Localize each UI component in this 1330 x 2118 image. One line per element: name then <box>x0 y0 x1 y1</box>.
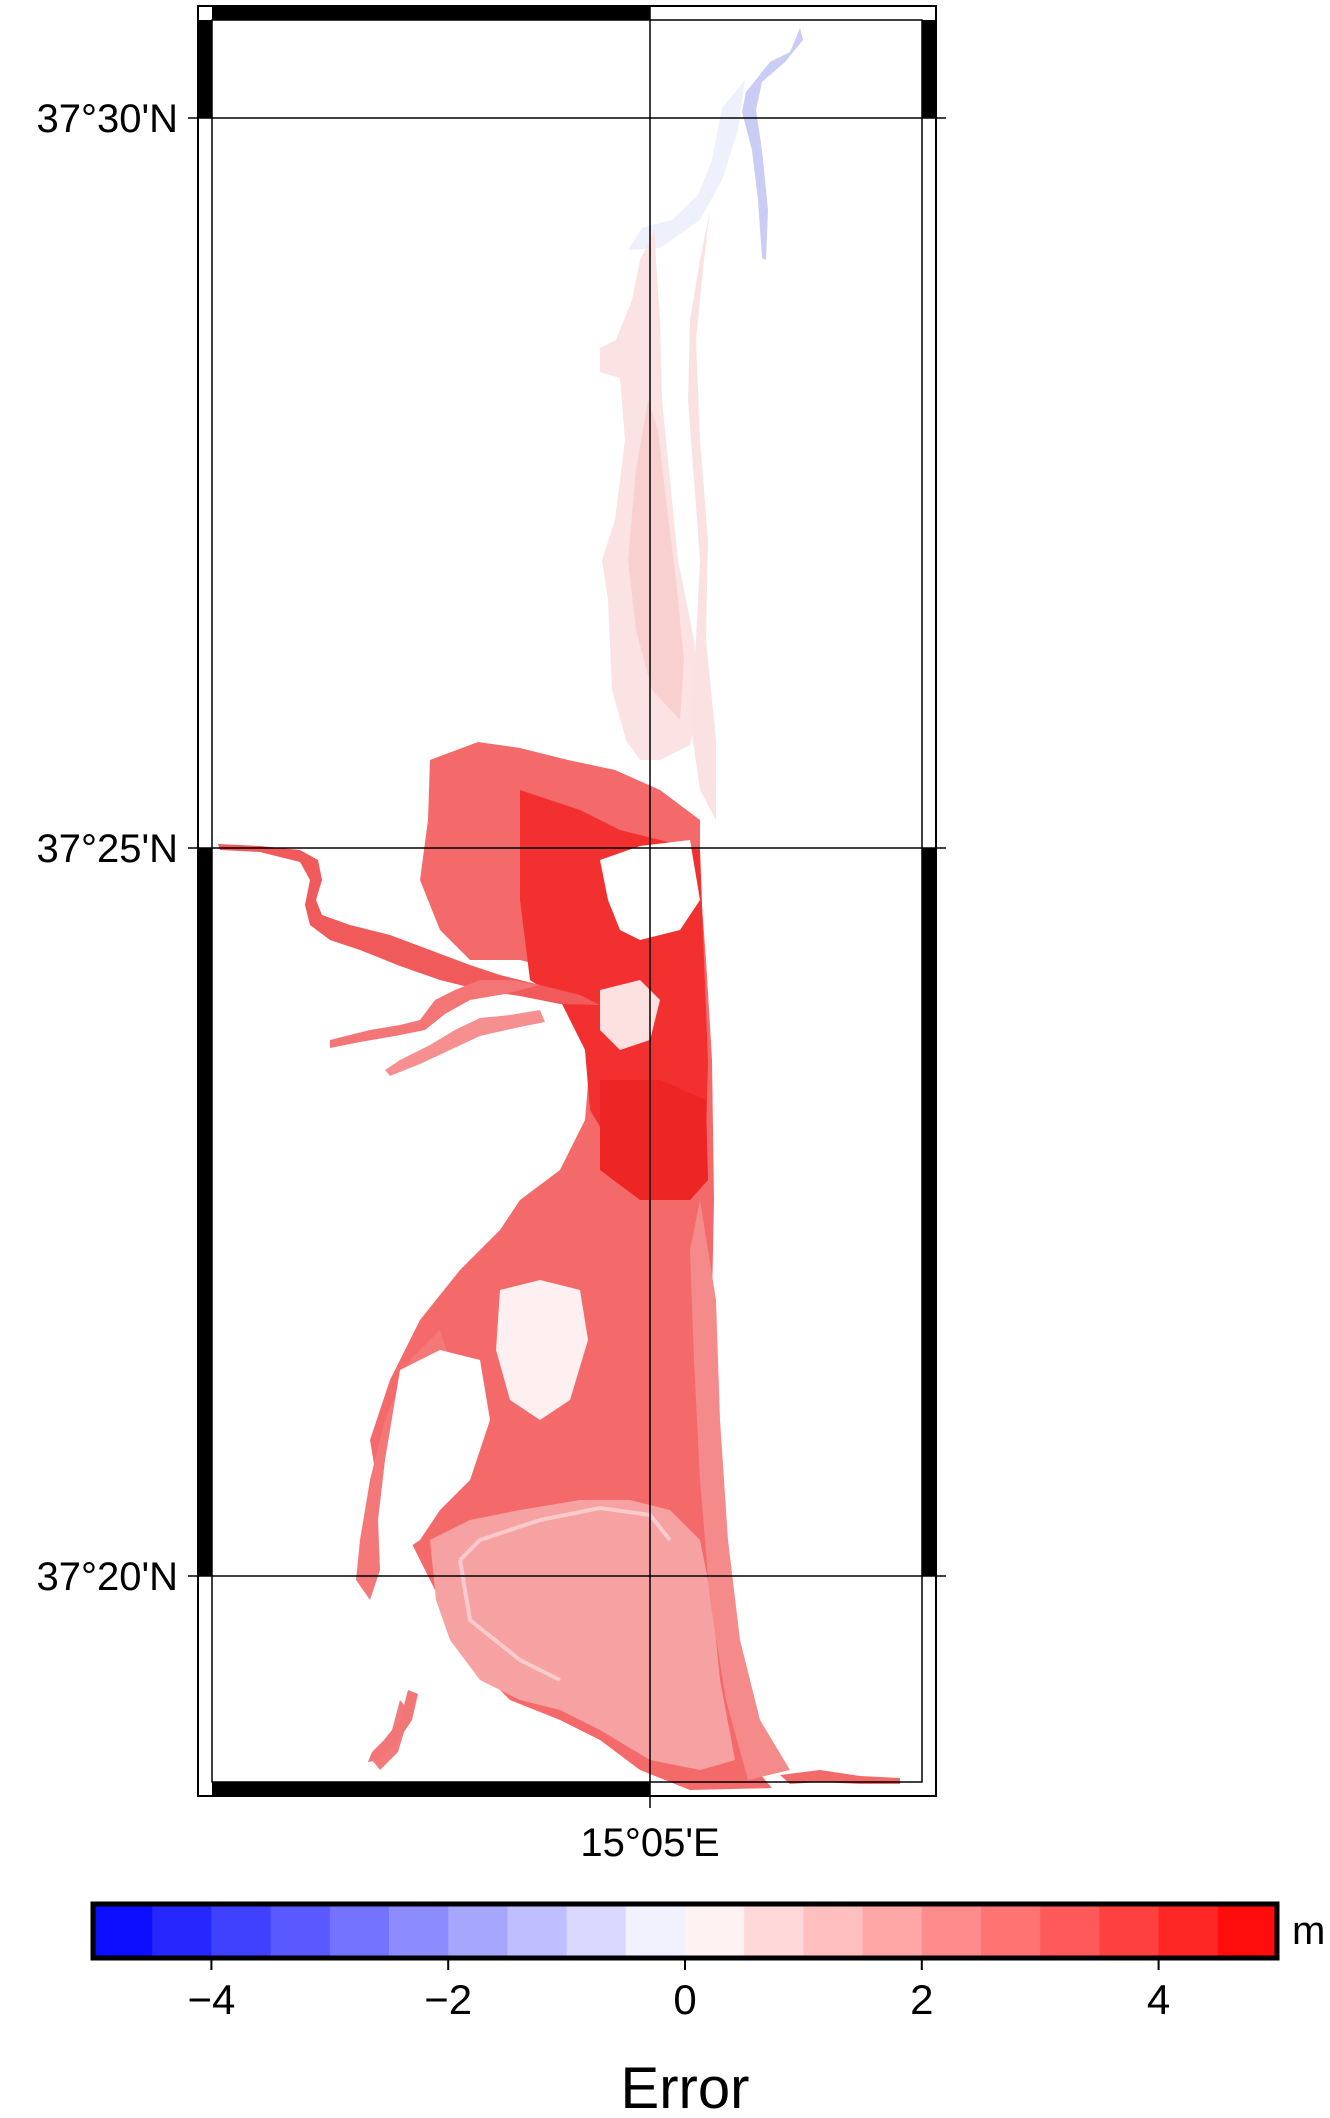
lagoon-gap <box>378 1350 490 1560</box>
colorbar-cell <box>625 1904 686 1958</box>
gridlines <box>188 6 946 1808</box>
river-south-tail <box>368 1690 418 1762</box>
river-channel-south <box>385 1010 545 1076</box>
colorbar-cell <box>329 1904 390 1958</box>
river-channel-middle <box>330 980 540 1048</box>
map-frame <box>197 5 937 1797</box>
lat-label-1: 37°30'N <box>36 97 178 141</box>
colorbar-tick-label: 2 <box>910 1976 933 2023</box>
colorbar-cell <box>566 1904 627 1958</box>
colorbar-cell <box>862 1904 923 1958</box>
colorbar-cell <box>270 1904 331 1958</box>
colorbar-cells <box>93 1904 1278 1958</box>
north-blue-trace <box>742 28 803 260</box>
colorbar-ticks: −4 −2 0 2 4 <box>187 1958 1170 2023</box>
colorbar-cell <box>93 1904 153 1958</box>
colorbar-tick-label: 0 <box>673 1976 696 2023</box>
colorbar-tick-label: −2 <box>424 1976 472 2023</box>
error-raster <box>218 28 900 1790</box>
colorbar-cell <box>1217 1904 1278 1958</box>
harbour-red-core-2 <box>600 1080 708 1200</box>
colorbar-cell <box>389 1904 449 1958</box>
colorbar-cell <box>803 1904 864 1958</box>
colorbar-cell <box>921 1904 982 1958</box>
south-lagoon <box>430 1500 735 1770</box>
colorbar-cell <box>507 1904 568 1958</box>
colorbar-tick-label: 4 <box>1147 1976 1170 2023</box>
north-shore-strip <box>688 210 716 820</box>
colorbar-cell <box>981 1904 1041 1958</box>
harbour-gap-3 <box>496 1280 588 1420</box>
frame-top-bar <box>212 6 650 20</box>
frame-right-bar-north <box>922 20 936 118</box>
colorbar-cell <box>1099 1904 1160 1958</box>
colorbar-tick-label: −4 <box>187 1976 235 2023</box>
colorbar-cell <box>744 1904 804 1958</box>
colorbar-cell <box>1040 1904 1100 1958</box>
colorbar-cell <box>152 1904 212 1958</box>
lon-label-1: 15°05'E <box>580 1821 719 1865</box>
harbour-gap-2 <box>600 980 660 1050</box>
river-channel-north <box>218 844 600 1005</box>
frame-bottom-bar <box>212 1782 650 1796</box>
lagoon-canal <box>458 1505 672 1682</box>
frame-right-bar-south <box>922 848 936 1576</box>
lat-label-2: 37°25'N <box>36 827 178 871</box>
south-coast-tail <box>780 1770 900 1784</box>
frame-left-bar-north <box>198 20 212 118</box>
colorbar-cell <box>685 1904 745 1958</box>
frame-left-bar-south <box>198 848 212 1576</box>
colorbar-title: Error <box>621 2056 750 2118</box>
colorbar-unit: m <box>1292 1909 1325 1953</box>
colorbar-cell <box>1158 1904 1219 1958</box>
colorbar-cell <box>448 1904 508 1958</box>
coastal-strip-inner <box>628 400 684 720</box>
south-shore-band <box>690 1200 790 1780</box>
north-blue-fringe <box>628 80 745 250</box>
colorbar-cell <box>211 1904 272 1958</box>
colorbar: −4 −2 0 2 4 m Error <box>90 1901 1325 2118</box>
lat-label-3: 37°20'N <box>36 1555 178 1599</box>
